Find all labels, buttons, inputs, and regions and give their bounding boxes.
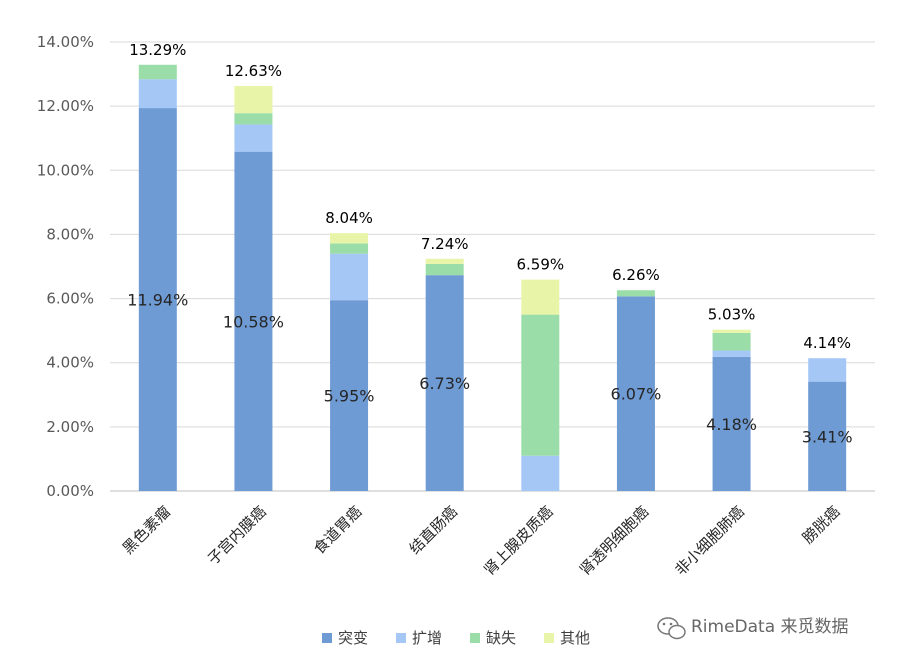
bar-segment	[138, 79, 177, 109]
bar-segment	[712, 356, 751, 491]
x-tick-label: 食道胃癌	[310, 503, 365, 558]
bar-total-label: 13.29%	[129, 41, 186, 59]
bar-value-label: 11.94%	[127, 291, 188, 310]
watermark: RimeData 来觅数据	[657, 617, 849, 640]
y-tick-label: 6.00%	[46, 290, 94, 308]
y-tick-label: 10.00%	[37, 161, 94, 179]
y-tick-label: 12.00%	[37, 97, 94, 115]
bar-segment	[521, 279, 560, 315]
y-tick-label: 8.00%	[46, 225, 94, 243]
legend-swatch	[322, 633, 332, 643]
bar-value-label: 6.07%	[611, 385, 662, 404]
bar-segment	[138, 108, 177, 492]
bar-segment	[330, 300, 369, 491]
bar-segment	[712, 329, 751, 333]
legend-label: 缺失	[486, 629, 516, 647]
bar-segment	[808, 358, 847, 382]
bar-total-label: 8.04%	[325, 209, 373, 227]
bar-segment	[521, 314, 560, 456]
bar-total-label: 7.24%	[421, 235, 469, 253]
x-tick-label: 非小细胞肺癌	[671, 503, 747, 579]
bar-segment	[712, 332, 751, 351]
bar-total-label: 6.59%	[516, 256, 564, 274]
legend-swatch	[544, 633, 554, 643]
y-tick-label: 2.00%	[46, 418, 94, 436]
bar-segment	[425, 263, 464, 276]
bar-segment	[234, 85, 273, 114]
legend-label: 其他	[560, 629, 590, 647]
legend: 突变 扩增 缺失 其他	[322, 629, 590, 647]
bar-segment	[808, 381, 847, 491]
bar-value-label: 3.41%	[802, 427, 853, 446]
bar-total-label: 5.03%	[708, 306, 756, 324]
x-tick-label: 结直肠癌	[406, 503, 461, 558]
bar-value-label: 5.95%	[324, 387, 375, 406]
bar-segment	[425, 258, 464, 264]
bar-value-label: 4.18%	[706, 415, 757, 434]
y-axis-ticks: 0.00% 2.00% 4.00% 6.00% 8.00% 10.00% 12.00% 14.…	[37, 33, 94, 500]
bar-total-label: 12.63%	[225, 62, 282, 80]
bar-value-label: 10.58%	[223, 312, 284, 331]
y-tick-label: 4.00%	[46, 354, 94, 372]
y-tick-label: 0.00%	[46, 482, 94, 500]
bar-segment	[234, 151, 273, 492]
x-tick-label: 膀胱癌	[799, 503, 844, 548]
x-tick-label: 子宫内膜癌	[204, 503, 270, 569]
x-tick-label: 肾上腺皮质癌	[480, 503, 556, 579]
bar-segment	[330, 253, 369, 301]
bar-segment	[712, 350, 751, 357]
bars	[138, 64, 847, 492]
bar-segment	[521, 455, 560, 491]
wechat-icon	[657, 617, 686, 640]
bar-segment	[616, 290, 655, 297]
bar-segment	[330, 243, 369, 254]
legend-label: 突变	[338, 629, 368, 647]
data-labels: 11.94% 13.29% 10.58% 12.63% 5.95% 8.04% 6.73% 7…	[127, 41, 852, 447]
bar-segment	[234, 113, 273, 125]
bar-segment	[616, 296, 655, 491]
y-tick-label: 14.00%	[37, 33, 94, 51]
legend-label: 扩增	[412, 629, 442, 647]
legend-swatch	[396, 633, 406, 643]
gridlines	[110, 41, 875, 492]
bar-segment	[330, 233, 369, 244]
bar-total-label: 4.14%	[803, 334, 851, 352]
bar-value-label: 6.73%	[419, 374, 470, 393]
bar-segment	[234, 124, 273, 152]
bar-segment	[138, 64, 177, 80]
bar-segment	[425, 275, 464, 491]
watermark-text: RimeData 来觅数据	[691, 617, 849, 637]
x-tick-label: 肾透明细胞癌	[576, 503, 652, 579]
legend-swatch	[470, 633, 480, 643]
x-tick-label: 黑色素瘤	[119, 503, 174, 558]
x-axis-ticks: 黑色素瘤 子宫内膜癌 食道胃癌 结直肠癌 肾上腺皮质癌 肾透明细胞癌 非小细胞肺癌 膀胱癌	[119, 503, 844, 579]
bar-total-label: 6.26%	[612, 266, 660, 284]
